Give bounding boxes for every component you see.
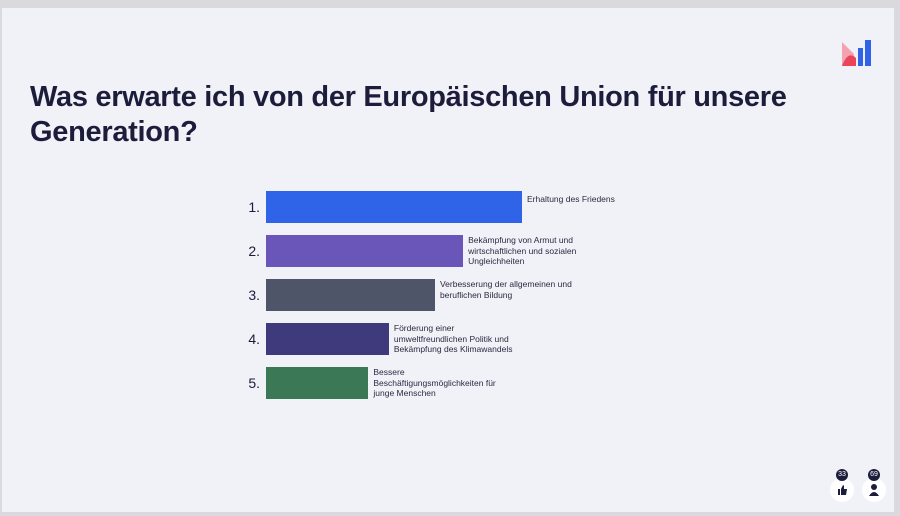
participants-button[interactable]: [862, 478, 886, 502]
reactions-button[interactable]: [830, 478, 854, 502]
bar-label: Verbesserung der allgemeinen und berufli…: [439, 279, 572, 300]
slide: Was erwarte ich von der Europäischen Uni…: [2, 8, 894, 512]
bar: [266, 323, 389, 355]
participants-count: 69: [868, 469, 880, 481]
rank-label: 5.: [248, 375, 260, 391]
bar: [266, 191, 522, 223]
rank-label: 1.: [248, 199, 260, 215]
chart-title: Was erwarte ich von der Europäischen Uni…: [30, 81, 787, 148]
rank-label: 2.: [248, 243, 260, 259]
rank-label: 3.: [248, 287, 260, 303]
bar-label: Bessere Beschäftigungsmöglichkeiten für …: [373, 367, 496, 398]
bar: [266, 367, 369, 399]
bar: [266, 279, 435, 311]
logo: [842, 40, 871, 66]
bar-label: Förderung einer umweltfreundlichen Polit…: [393, 323, 513, 354]
reactions-count: 33: [836, 469, 848, 481]
bar-label: Erhaltung des Friedens: [527, 194, 615, 204]
rank-label: 4.: [248, 331, 260, 347]
bar-label: Bekämpfung von Armut und wirtschaftliche…: [468, 235, 577, 266]
bar: [266, 235, 464, 267]
